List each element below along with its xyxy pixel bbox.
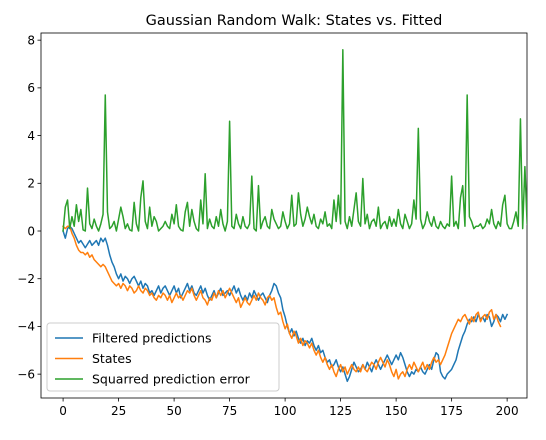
x-tick-label: 0 [59, 404, 67, 418]
x-tick-label: 150 [385, 404, 408, 418]
series-line-2 [62, 225, 502, 380]
x-tick-label: 125 [329, 404, 352, 418]
series-line-3 [62, 48, 527, 232]
chart-title: Gaussian Random Walk: States vs. Fitted [146, 13, 443, 29]
x-tick-label: 75 [222, 404, 237, 418]
x-tick-label: 25 [111, 404, 126, 418]
x-tick-label: 100 [274, 404, 297, 418]
y-tick-label: −6 [17, 367, 35, 381]
y-tick-label: −4 [17, 320, 35, 334]
x-tick-label: 50 [166, 404, 181, 418]
legend-label-3: Squarred prediction error [92, 372, 251, 387]
y-tick-label: 8 [27, 33, 35, 47]
y-tick-label: 6 [27, 81, 35, 95]
x-axis: 0 25 50 75 100 125 150 175 200 [59, 398, 519, 418]
legend-label-1: Filtered predictions [92, 331, 212, 346]
legend: Filtered predictions States Squarred predi… [46, 322, 280, 392]
y-tick-label: 4 [27, 129, 35, 143]
x-tick-label: 200 [496, 404, 519, 418]
legend-box [46, 322, 280, 392]
y-tick-label: 0 [27, 224, 35, 238]
series-line-1 [62, 225, 509, 383]
y-tick-label: −2 [17, 272, 35, 286]
x-tick-label: 175 [440, 404, 463, 418]
y-axis: −6 −4 −2 0 2 4 6 8 [17, 33, 41, 381]
legend-label-2: States [92, 351, 132, 366]
series-layer [62, 48, 527, 383]
y-tick-label: 2 [27, 177, 35, 191]
